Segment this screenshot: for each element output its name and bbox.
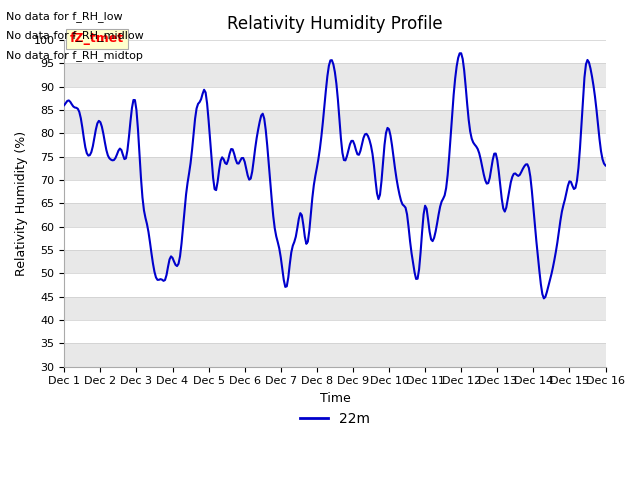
Bar [64,110,605,133]
Bar [64,87,605,110]
Text: No data for f_RH_midlow: No data for f_RH_midlow [6,30,144,41]
Bar [64,250,605,273]
Bar [64,63,605,87]
Bar [64,343,605,367]
Text: No data for f_RH_low: No data for f_RH_low [6,11,123,22]
X-axis label: Time: Time [319,392,350,405]
Y-axis label: Relativity Humidity (%): Relativity Humidity (%) [15,131,28,276]
Bar [64,227,605,250]
Bar [64,204,605,227]
Bar [64,320,605,343]
Bar [64,297,605,320]
Bar [64,157,605,180]
Title: Relativity Humidity Profile: Relativity Humidity Profile [227,15,443,33]
Bar [64,133,605,157]
Legend: 22m: 22m [294,407,376,432]
Text: No data for f_RH_midtop: No data for f_RH_midtop [6,49,143,60]
Bar [64,273,605,297]
Bar [64,40,605,63]
Text: fZ_tmet: fZ_tmet [70,33,124,46]
Bar [64,180,605,204]
